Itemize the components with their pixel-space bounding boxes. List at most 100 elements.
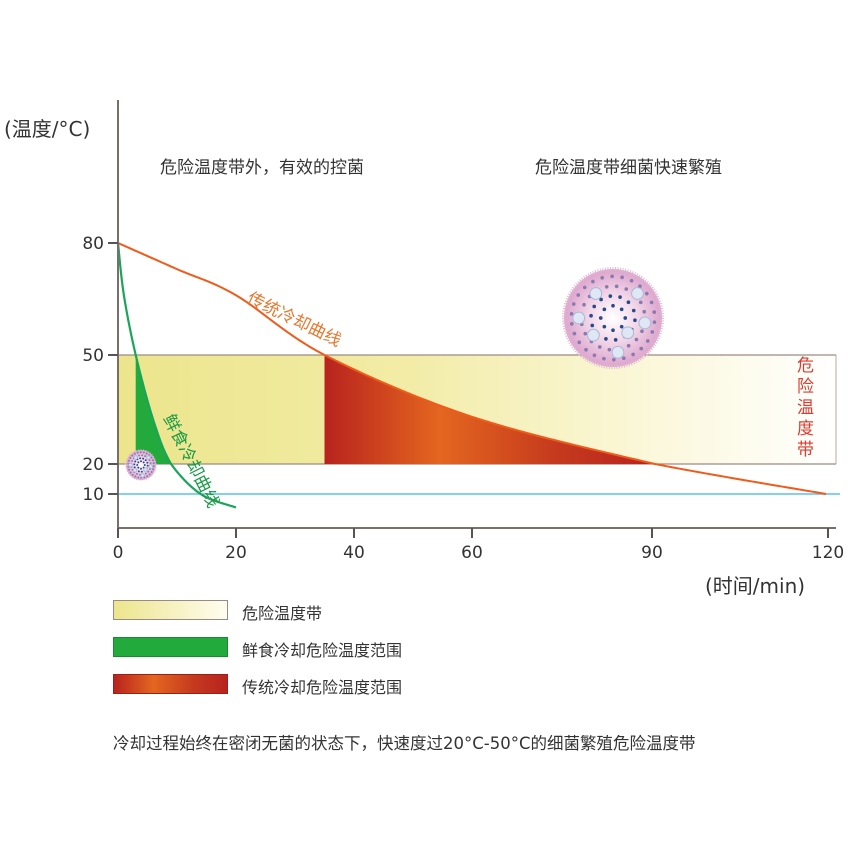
bacteria-icon-large-dot	[619, 324, 624, 329]
bacteria-icon-small-dot	[146, 461, 149, 464]
x-tick-label-90: 90	[641, 543, 663, 563]
x-tick-label-40: 40	[343, 543, 365, 563]
legend-label-traditional: 传统冷却危险温度范围	[242, 678, 403, 697]
bacteria-icon-small-dot	[140, 460, 142, 463]
bacteria-icon-small-cell	[132, 467, 138, 473]
bacteria-icon-small-dot	[140, 470, 143, 473]
bacteria-icon-small-dot	[131, 454, 134, 457]
danger-zone-label: 危险温度带	[797, 356, 814, 460]
bacteria-icon-large-dot	[619, 307, 624, 312]
bacteria-icon-small-dot	[136, 464, 139, 466]
bacteria-icon-large-dot	[584, 347, 588, 352]
bacteria-icon-large-dot	[589, 313, 593, 318]
bacteria-icon-large-dot	[569, 312, 574, 316]
annotation-left: 危险温度带外，有效的控菌	[160, 158, 364, 178]
bacteria-icon-small-cell	[148, 464, 154, 469]
bacteria-icon-large-dot	[640, 329, 644, 334]
bacteria-icon-large-dot	[583, 331, 588, 336]
bacteria-icon-large-cell	[638, 316, 652, 330]
traditional-danger-fill	[324, 355, 655, 464]
bacteria-icon-large-dot	[650, 330, 655, 334]
bacteria-icon-large-dot	[614, 284, 619, 289]
bacteria-icon-large-dot	[611, 303, 615, 308]
y-tick-label-80: 80	[82, 234, 104, 254]
bacteria-icon-large-cell	[589, 287, 603, 300]
bacteria-icon-small-dot	[152, 468, 154, 471]
bacteria-icon-small-cell	[140, 473, 145, 478]
bacteria-icon-large-dot	[613, 338, 618, 342]
bacteria-icon-small-dot	[149, 462, 152, 465]
legend-swatch-fresh	[113, 637, 228, 657]
bacteria-icon-large-dot	[631, 352, 635, 357]
bacteria-icon-small-dot	[133, 463, 136, 466]
bacteria-icon-small-dot	[128, 459, 130, 462]
traditional-curve-label: 传统冷却曲线	[244, 289, 344, 352]
bacteria-icon-small-dot	[140, 467, 142, 470]
x-tick-label-0: 0	[113, 543, 124, 563]
bacteria-icon-large-dot	[642, 309, 647, 314]
x-tick-label-120: 120	[812, 543, 844, 563]
bacteria-icon-large-dot	[634, 337, 639, 342]
bacteria-icon-large-dot	[618, 295, 622, 299]
bacteria-icon-small-cell	[143, 467, 148, 472]
bacteria-icon-small-dot	[134, 460, 137, 463]
bacteria-icon-small-dot	[137, 466, 140, 469]
bacteria-icon-large-dot	[649, 300, 654, 305]
bacteria-icon-small-dot	[137, 461, 140, 464]
bacteria-icon-large-dot	[582, 302, 586, 307]
bacteria-icon-small-dot	[136, 451, 139, 454]
bacteria-icon-large-dot	[623, 316, 628, 320]
bacteria-icon-small-dot	[139, 451, 142, 454]
bacteria-icon-large-dot	[591, 279, 595, 284]
bacteria-icon-large-dot	[621, 356, 626, 361]
bacteria-icon-small-cell	[128, 462, 133, 468]
bacteria-icon-large-dot	[626, 343, 631, 348]
bacteria-icon-small-dot	[138, 454, 141, 457]
bacteria-icon-small-dot	[142, 451, 145, 454]
y-tick-label-50: 50	[82, 346, 104, 366]
bacteria-icon-small-dot	[150, 456, 153, 459]
bacteria-icon-small-dot	[129, 457, 132, 459]
bacteria-icon-large-dot	[577, 340, 582, 345]
bacteria-icon-small-cell	[146, 455, 151, 460]
bacteria-icon-large-dot	[626, 300, 631, 305]
bacteria-icon-large-dot	[604, 337, 608, 341]
bacteria-icon-small-dot	[142, 457, 145, 460]
legend-label-danger-zone: 危险温度带	[242, 604, 323, 623]
y-tick-label-20: 20	[82, 455, 104, 475]
bacteria-icon-small-dot	[141, 454, 144, 457]
bacteria-icon-large-dot	[629, 278, 634, 283]
bacteria-icon-small-dot	[137, 470, 140, 473]
x-tick-label-20: 20	[225, 543, 247, 563]
bacteria-icon-large-dot	[631, 308, 636, 313]
annotation-right: 危险温度带细菌快速繁殖	[535, 158, 722, 178]
bacteria-icon-large-dot	[572, 331, 577, 336]
bacteria-icon-large-dot	[633, 318, 637, 323]
bacteria-icon-large-dot	[599, 297, 603, 302]
bacteria-icon-large-dot	[602, 356, 606, 361]
bacteria-icon-small-cell	[133, 455, 139, 460]
bacteria-icon-small-dot	[146, 464, 149, 467]
fresh-cooling-curve	[116, 242, 237, 509]
bacteria-icon-small-dot	[131, 473, 134, 476]
bacteria-icon-large-dot	[569, 322, 574, 326]
footer-note: 冷却过程始终在密闭无菌的状态下，快速度过20°C-50°C的细菌繁殖危险温度带	[113, 734, 696, 753]
bacteria-icon-large-dot	[597, 345, 602, 349]
legend-swatch-danger-zone	[113, 600, 228, 620]
legend-label-fresh: 鲜食冷却危险温度范围	[242, 641, 403, 660]
bacteria-icon-large-cell	[621, 326, 635, 340]
bacteria-icon-small-dot	[152, 462, 155, 465]
bacteria-icon-small-dot	[144, 459, 147, 462]
bacteria-icon-large-dot	[644, 291, 649, 296]
bacteria-icon-small-dot	[148, 473, 151, 476]
bacteria-icon-large-dot	[608, 294, 613, 298]
bacteria-icon-large-dot	[602, 307, 607, 312]
bacteria-icon-small-dot	[145, 452, 148, 455]
bacteria-icon-large-dot	[611, 328, 615, 333]
bacteria-icon-large-cell	[572, 311, 586, 325]
bacteria-icon-small-dot	[137, 476, 140, 479]
bacteria-icon-large-dot	[612, 357, 616, 362]
bacteria-icon-small-dot	[134, 475, 137, 478]
x-tick-label-60: 60	[461, 543, 483, 563]
